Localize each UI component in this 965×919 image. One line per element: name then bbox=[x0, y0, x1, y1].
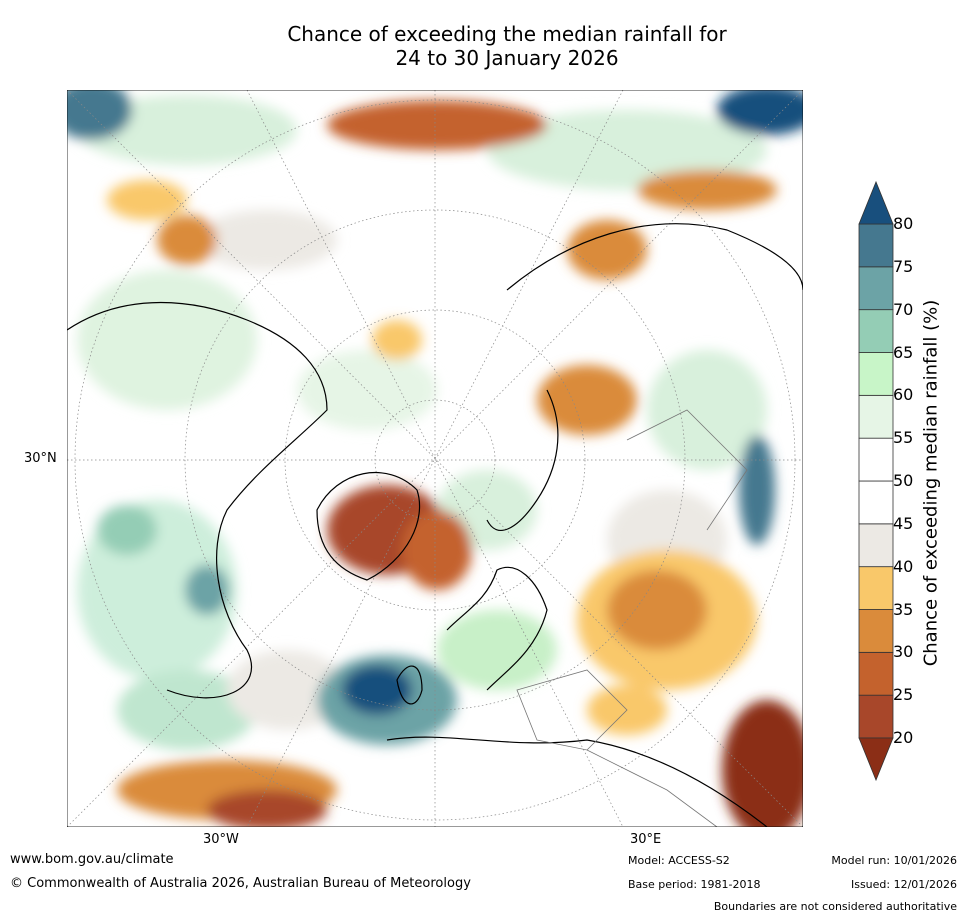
north-america-coast bbox=[67, 301, 328, 699]
colorbar-segment bbox=[858, 609, 894, 653]
colorbar-min-arrow bbox=[858, 737, 894, 782]
colorbar-segment bbox=[858, 266, 894, 311]
colorbar bbox=[858, 180, 894, 782]
colorbar-tick-label: 55 bbox=[893, 428, 914, 448]
copyright-text: © Commonwealth of Australia 2026, Austra… bbox=[10, 876, 471, 891]
chart-title: Chance of exceeding the median rainfall … bbox=[0, 22, 965, 70]
colorbar-segment bbox=[858, 223, 894, 268]
colorbar-tick-label: 75 bbox=[893, 256, 914, 276]
base-period: Base period: 1981-2018 bbox=[628, 878, 761, 891]
colorbar-max-arrow bbox=[858, 180, 894, 225]
colorbar-segment bbox=[858, 694, 894, 739]
colorbar-tick-label: 30 bbox=[893, 642, 914, 662]
issued-date: Issued: 12/01/2026 bbox=[850, 878, 957, 891]
siberia-coast bbox=[506, 223, 803, 291]
colorbar-segment bbox=[858, 352, 894, 396]
title-line-1: Chance of exceeding the median rainfall … bbox=[287, 22, 727, 46]
colorbar-tick-label: 35 bbox=[893, 599, 914, 619]
colorbar-segment bbox=[858, 437, 894, 482]
boundaries-disclaimer: Boundaries are not considered authoritat… bbox=[713, 900, 957, 913]
model-run-date: Model run: 10/01/2026 bbox=[831, 854, 957, 867]
colorbar-segment bbox=[858, 394, 894, 439]
colorbar-tick-label: 45 bbox=[893, 513, 914, 533]
colorbar-segment bbox=[858, 480, 894, 525]
coastlines bbox=[67, 223, 803, 827]
colorbar-tick-label: 80 bbox=[893, 214, 914, 233]
colorbar-tick-label: 50 bbox=[893, 471, 914, 490]
arctic-coast bbox=[486, 389, 559, 531]
colorbar-tick-label: 65 bbox=[893, 342, 914, 362]
british-isles-coast bbox=[396, 665, 423, 705]
rainfall-map bbox=[67, 90, 803, 827]
colorbar-segment bbox=[858, 523, 894, 568]
colorbar-tick-label: 40 bbox=[893, 556, 914, 576]
lon-label-30e: 30°E bbox=[630, 832, 662, 847]
lon-label-30w: 30°W bbox=[203, 832, 239, 847]
colorbar-segment bbox=[858, 566, 894, 610]
greenland-coast bbox=[316, 472, 421, 581]
colorbar-label: Chance of exceeding median rainfall (%) bbox=[920, 299, 942, 667]
colorbar-tick-label: 20 bbox=[893, 728, 914, 747]
website-url: www.bom.gov.au/climate bbox=[10, 852, 174, 867]
country-borders bbox=[516, 409, 748, 827]
mediterranean-coast bbox=[386, 736, 768, 827]
lat-label-30n: 30°N bbox=[24, 451, 57, 466]
colorbar-tick-label: 70 bbox=[893, 299, 914, 319]
colorbar-tick-label: 60 bbox=[893, 385, 914, 405]
graticule bbox=[67, 90, 803, 827]
title-line-2: 24 to 30 January 2026 bbox=[395, 46, 619, 70]
model-name: Model: ACCESS-S2 bbox=[628, 854, 730, 867]
colorbar-segment bbox=[858, 651, 894, 696]
colorbar-segment bbox=[858, 309, 894, 353]
colorbar-tick-label: 25 bbox=[893, 685, 914, 705]
scandinavia-coast bbox=[446, 566, 548, 691]
